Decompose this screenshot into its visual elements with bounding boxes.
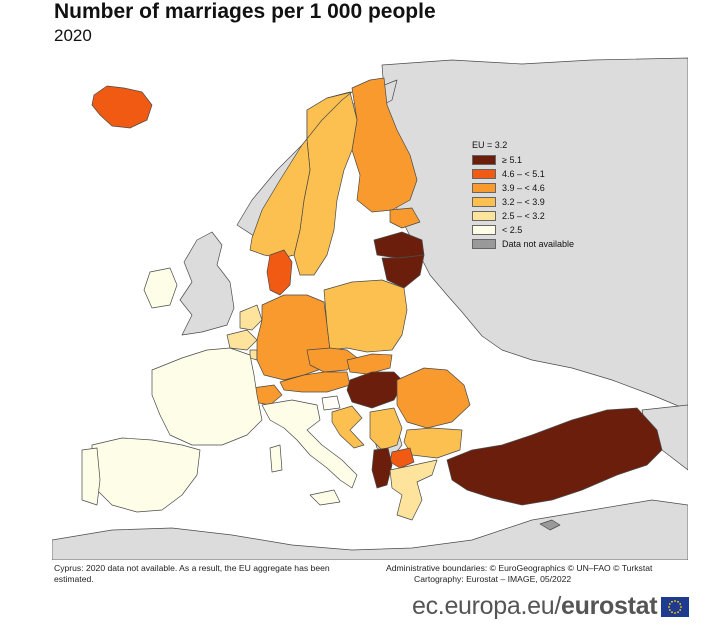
region-iceland xyxy=(91,85,153,129)
region-cyprus xyxy=(539,519,561,531)
legend-row: ≥ 5.1 xyxy=(472,153,574,167)
legend-eu-value: EU = 3.2 xyxy=(472,140,508,150)
europe-map xyxy=(52,57,688,560)
region-croatia xyxy=(331,405,365,449)
legend-label: 2.5 – < 3.2 xyxy=(502,211,545,221)
legend-label: ≥ 5.1 xyxy=(502,155,522,165)
legend-label: < 2.5 xyxy=(502,225,523,235)
region-france xyxy=(151,347,263,446)
legend-row: Data not available xyxy=(472,237,574,251)
eu-flag-icon xyxy=(661,596,690,617)
legend-row: 2.5 – < 3.2 xyxy=(472,209,574,223)
region-uk xyxy=(179,231,235,336)
source-notes: Administrative boundaries: © EuroGeograp… xyxy=(386,563,690,585)
page-subtitle: 2020 xyxy=(54,26,92,45)
region-greece xyxy=(389,459,438,521)
region-estonia xyxy=(389,207,421,229)
legend-label: 3.2 – < 3.9 xyxy=(502,197,545,207)
region-albania xyxy=(371,447,393,489)
map-area xyxy=(52,50,688,560)
region-slovakia xyxy=(346,353,393,375)
region-sardinia xyxy=(269,444,283,473)
legend-row: 4.6 – < 5.1 xyxy=(472,167,574,181)
legend-row: 3.2 – < 3.9 xyxy=(472,195,574,209)
region-lithuania xyxy=(381,254,425,289)
legend-swatch xyxy=(472,155,496,165)
cartography-note: Cartography: Eurostat – IMAGE, 05/2022 xyxy=(414,574,572,584)
footnote-cyprus: Cyprus: 2020 data not available. As a re… xyxy=(54,563,330,584)
legend-label: 3.9 – < 4.6 xyxy=(502,183,545,193)
legend-label: Data not available xyxy=(502,239,575,249)
region-romania xyxy=(396,367,471,429)
legend-swatch xyxy=(472,183,496,193)
region-north-africa xyxy=(52,499,688,560)
region-netherlands xyxy=(239,304,263,331)
brand-name: eurostat xyxy=(561,592,658,620)
page-title: Number of marriages per 1 000 people xyxy=(54,0,436,23)
map-legend: EU = 3.2 ≥ 5.1 4.6 – < 5.1 3.9 – < 4.6 3… xyxy=(472,140,574,251)
region-bulgaria xyxy=(403,427,463,459)
region-ireland xyxy=(143,267,178,309)
legend-swatch xyxy=(472,169,496,179)
region-italy xyxy=(261,399,358,489)
region-serbia xyxy=(369,407,403,451)
legend-row: 3.9 – < 4.6 xyxy=(472,181,574,195)
region-slovenia xyxy=(321,395,341,411)
region-belgium xyxy=(226,329,258,351)
region-portugal xyxy=(81,447,101,506)
region-hungary xyxy=(346,371,405,409)
legend-swatch xyxy=(472,211,496,221)
region-finland xyxy=(351,77,418,213)
region-spain xyxy=(91,437,201,513)
legend-swatch xyxy=(472,225,496,235)
region-sicily xyxy=(309,489,341,506)
legend-swatch xyxy=(472,197,496,207)
boundaries-note: Administrative boundaries: © EuroGeograp… xyxy=(386,563,653,573)
region-poland xyxy=(323,279,408,353)
region-denmark xyxy=(266,249,293,296)
region-turkey xyxy=(446,407,663,506)
eurostat-brand: ec.europa.eu/ eurostat xyxy=(412,592,690,621)
legend-row: < 2.5 xyxy=(472,223,574,237)
brand-url: ec.europa.eu/ xyxy=(412,592,561,620)
legend-label: 4.6 – < 5.1 xyxy=(502,169,545,179)
legend-swatch xyxy=(472,239,496,249)
